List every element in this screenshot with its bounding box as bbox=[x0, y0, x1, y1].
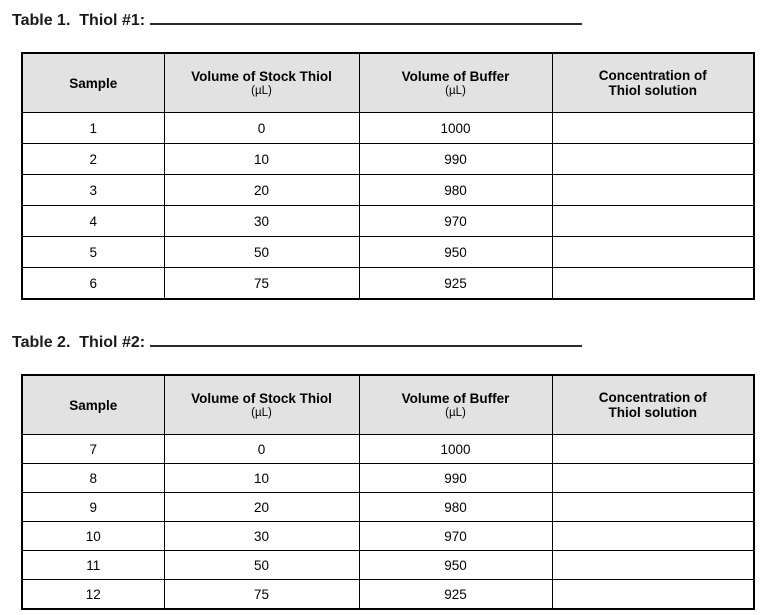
concentration-cell bbox=[551, 112, 755, 144]
header-unit: (µL) bbox=[445, 85, 466, 97]
header-unit: (µL) bbox=[251, 85, 272, 97]
header-label: Sample bbox=[69, 397, 118, 413]
header-label: Thiol solution bbox=[608, 83, 697, 98]
stock-volume-cell: 20 bbox=[163, 492, 360, 522]
concentration-cell bbox=[551, 579, 755, 610]
table-row: 11 50 950 bbox=[21, 550, 755, 580]
header-label: Thiol solution bbox=[608, 405, 697, 420]
table2-header-stock: Volume of Stock Thiol (µL) bbox=[163, 374, 360, 435]
buffer-volume-cell: 1000 bbox=[358, 112, 553, 144]
concentration-cell bbox=[551, 143, 755, 175]
stock-volume-cell: 50 bbox=[163, 550, 360, 580]
table1-header-concentration: Concentration of Thiol solution bbox=[551, 52, 755, 113]
table-row: 8 10 990 bbox=[21, 463, 755, 493]
stock-volume-cell: 50 bbox=[163, 236, 360, 268]
sample-cell: 1 bbox=[21, 112, 165, 144]
concentration-cell bbox=[551, 205, 755, 237]
table1-caption-row: Table 1. Thiol #1: bbox=[12, 8, 775, 30]
header-unit: (µL) bbox=[445, 407, 466, 419]
header-label: Volume of Buffer bbox=[401, 69, 510, 84]
table1-header-row: Sample Volume of Stock Thiol (µL) Volume… bbox=[21, 52, 755, 113]
buffer-volume-cell: 970 bbox=[358, 521, 553, 551]
sample-cell: 4 bbox=[21, 205, 165, 237]
stock-volume-cell: 75 bbox=[163, 579, 360, 610]
table2-header-sample: Sample bbox=[21, 374, 165, 435]
buffer-volume-cell: 990 bbox=[358, 143, 553, 175]
sample-cell: 11 bbox=[21, 550, 165, 580]
sample-cell: 7 bbox=[21, 434, 165, 464]
table-row: 1 0 1000 bbox=[21, 112, 755, 144]
concentration-cell bbox=[551, 236, 755, 268]
table2-header-concentration: Concentration of Thiol solution bbox=[551, 374, 755, 435]
table1-fill-in-blank bbox=[150, 8, 583, 25]
table2-fill-in-blank bbox=[150, 330, 583, 347]
table-row: 12 75 925 bbox=[21, 579, 755, 610]
table-row: 4 30 970 bbox=[21, 205, 755, 237]
concentration-cell bbox=[551, 174, 755, 206]
buffer-volume-cell: 950 bbox=[358, 550, 553, 580]
concentration-cell bbox=[551, 267, 755, 300]
table1: Sample Volume of Stock Thiol (µL) Volume… bbox=[21, 52, 755, 300]
header-label: Volume of Buffer bbox=[401, 391, 510, 406]
table2: Sample Volume of Stock Thiol (µL) Volume… bbox=[21, 374, 755, 610]
table-row: 10 30 970 bbox=[21, 521, 755, 551]
table-row: 3 20 980 bbox=[21, 174, 755, 206]
stock-volume-cell: 10 bbox=[163, 143, 360, 175]
table-row: 9 20 980 bbox=[21, 492, 755, 522]
table2-caption-row: Table 2. Thiol #2: bbox=[12, 330, 775, 352]
sample-cell: 9 bbox=[21, 492, 165, 522]
stock-volume-cell: 0 bbox=[163, 434, 360, 464]
table1-header-stock: Volume of Stock Thiol (µL) bbox=[163, 52, 360, 113]
concentration-cell bbox=[551, 463, 755, 493]
table-row: 2 10 990 bbox=[21, 143, 755, 175]
sample-cell: 10 bbox=[21, 521, 165, 551]
stock-volume-cell: 0 bbox=[163, 112, 360, 144]
concentration-cell bbox=[551, 521, 755, 551]
stock-volume-cell: 30 bbox=[163, 521, 360, 551]
sample-cell: 3 bbox=[21, 174, 165, 206]
table2-header-row: Sample Volume of Stock Thiol (µL) Volume… bbox=[21, 374, 755, 435]
stock-volume-cell: 30 bbox=[163, 205, 360, 237]
header-label: Concentration of bbox=[598, 68, 707, 83]
table-row: 6 75 925 bbox=[21, 267, 755, 300]
header-label: Volume of Stock Thiol bbox=[191, 69, 332, 84]
sample-cell: 5 bbox=[21, 236, 165, 268]
buffer-volume-cell: 925 bbox=[358, 267, 553, 300]
buffer-volume-cell: 990 bbox=[358, 463, 553, 493]
header-label: Concentration of bbox=[598, 390, 707, 405]
header-unit: (µL) bbox=[251, 407, 272, 419]
sample-cell: 8 bbox=[21, 463, 165, 493]
concentration-cell bbox=[551, 492, 755, 522]
buffer-volume-cell: 980 bbox=[358, 492, 553, 522]
table1-header-buffer: Volume of Buffer (µL) bbox=[358, 52, 553, 113]
stock-volume-cell: 10 bbox=[163, 463, 360, 493]
table2-header-buffer: Volume of Buffer (µL) bbox=[358, 374, 553, 435]
header-label: Sample bbox=[69, 75, 118, 91]
buffer-volume-cell: 980 bbox=[358, 174, 553, 206]
buffer-volume-cell: 970 bbox=[358, 205, 553, 237]
table1-header-sample: Sample bbox=[21, 52, 165, 113]
sample-cell: 12 bbox=[21, 579, 165, 610]
buffer-volume-cell: 925 bbox=[358, 579, 553, 610]
table-row: 5 50 950 bbox=[21, 236, 755, 268]
header-label: Volume of Stock Thiol bbox=[191, 391, 332, 406]
buffer-volume-cell: 1000 bbox=[358, 434, 553, 464]
table1-title: Table 1. Thiol #1: bbox=[12, 12, 146, 29]
concentration-cell bbox=[551, 434, 755, 464]
table-row: 7 0 1000 bbox=[21, 434, 755, 464]
sample-cell: 6 bbox=[21, 267, 165, 300]
buffer-volume-cell: 950 bbox=[358, 236, 553, 268]
stock-volume-cell: 75 bbox=[163, 267, 360, 300]
table2-title: Table 2. Thiol #2: bbox=[12, 334, 146, 351]
stock-volume-cell: 20 bbox=[163, 174, 360, 206]
sample-cell: 2 bbox=[21, 143, 165, 175]
concentration-cell bbox=[551, 550, 755, 580]
